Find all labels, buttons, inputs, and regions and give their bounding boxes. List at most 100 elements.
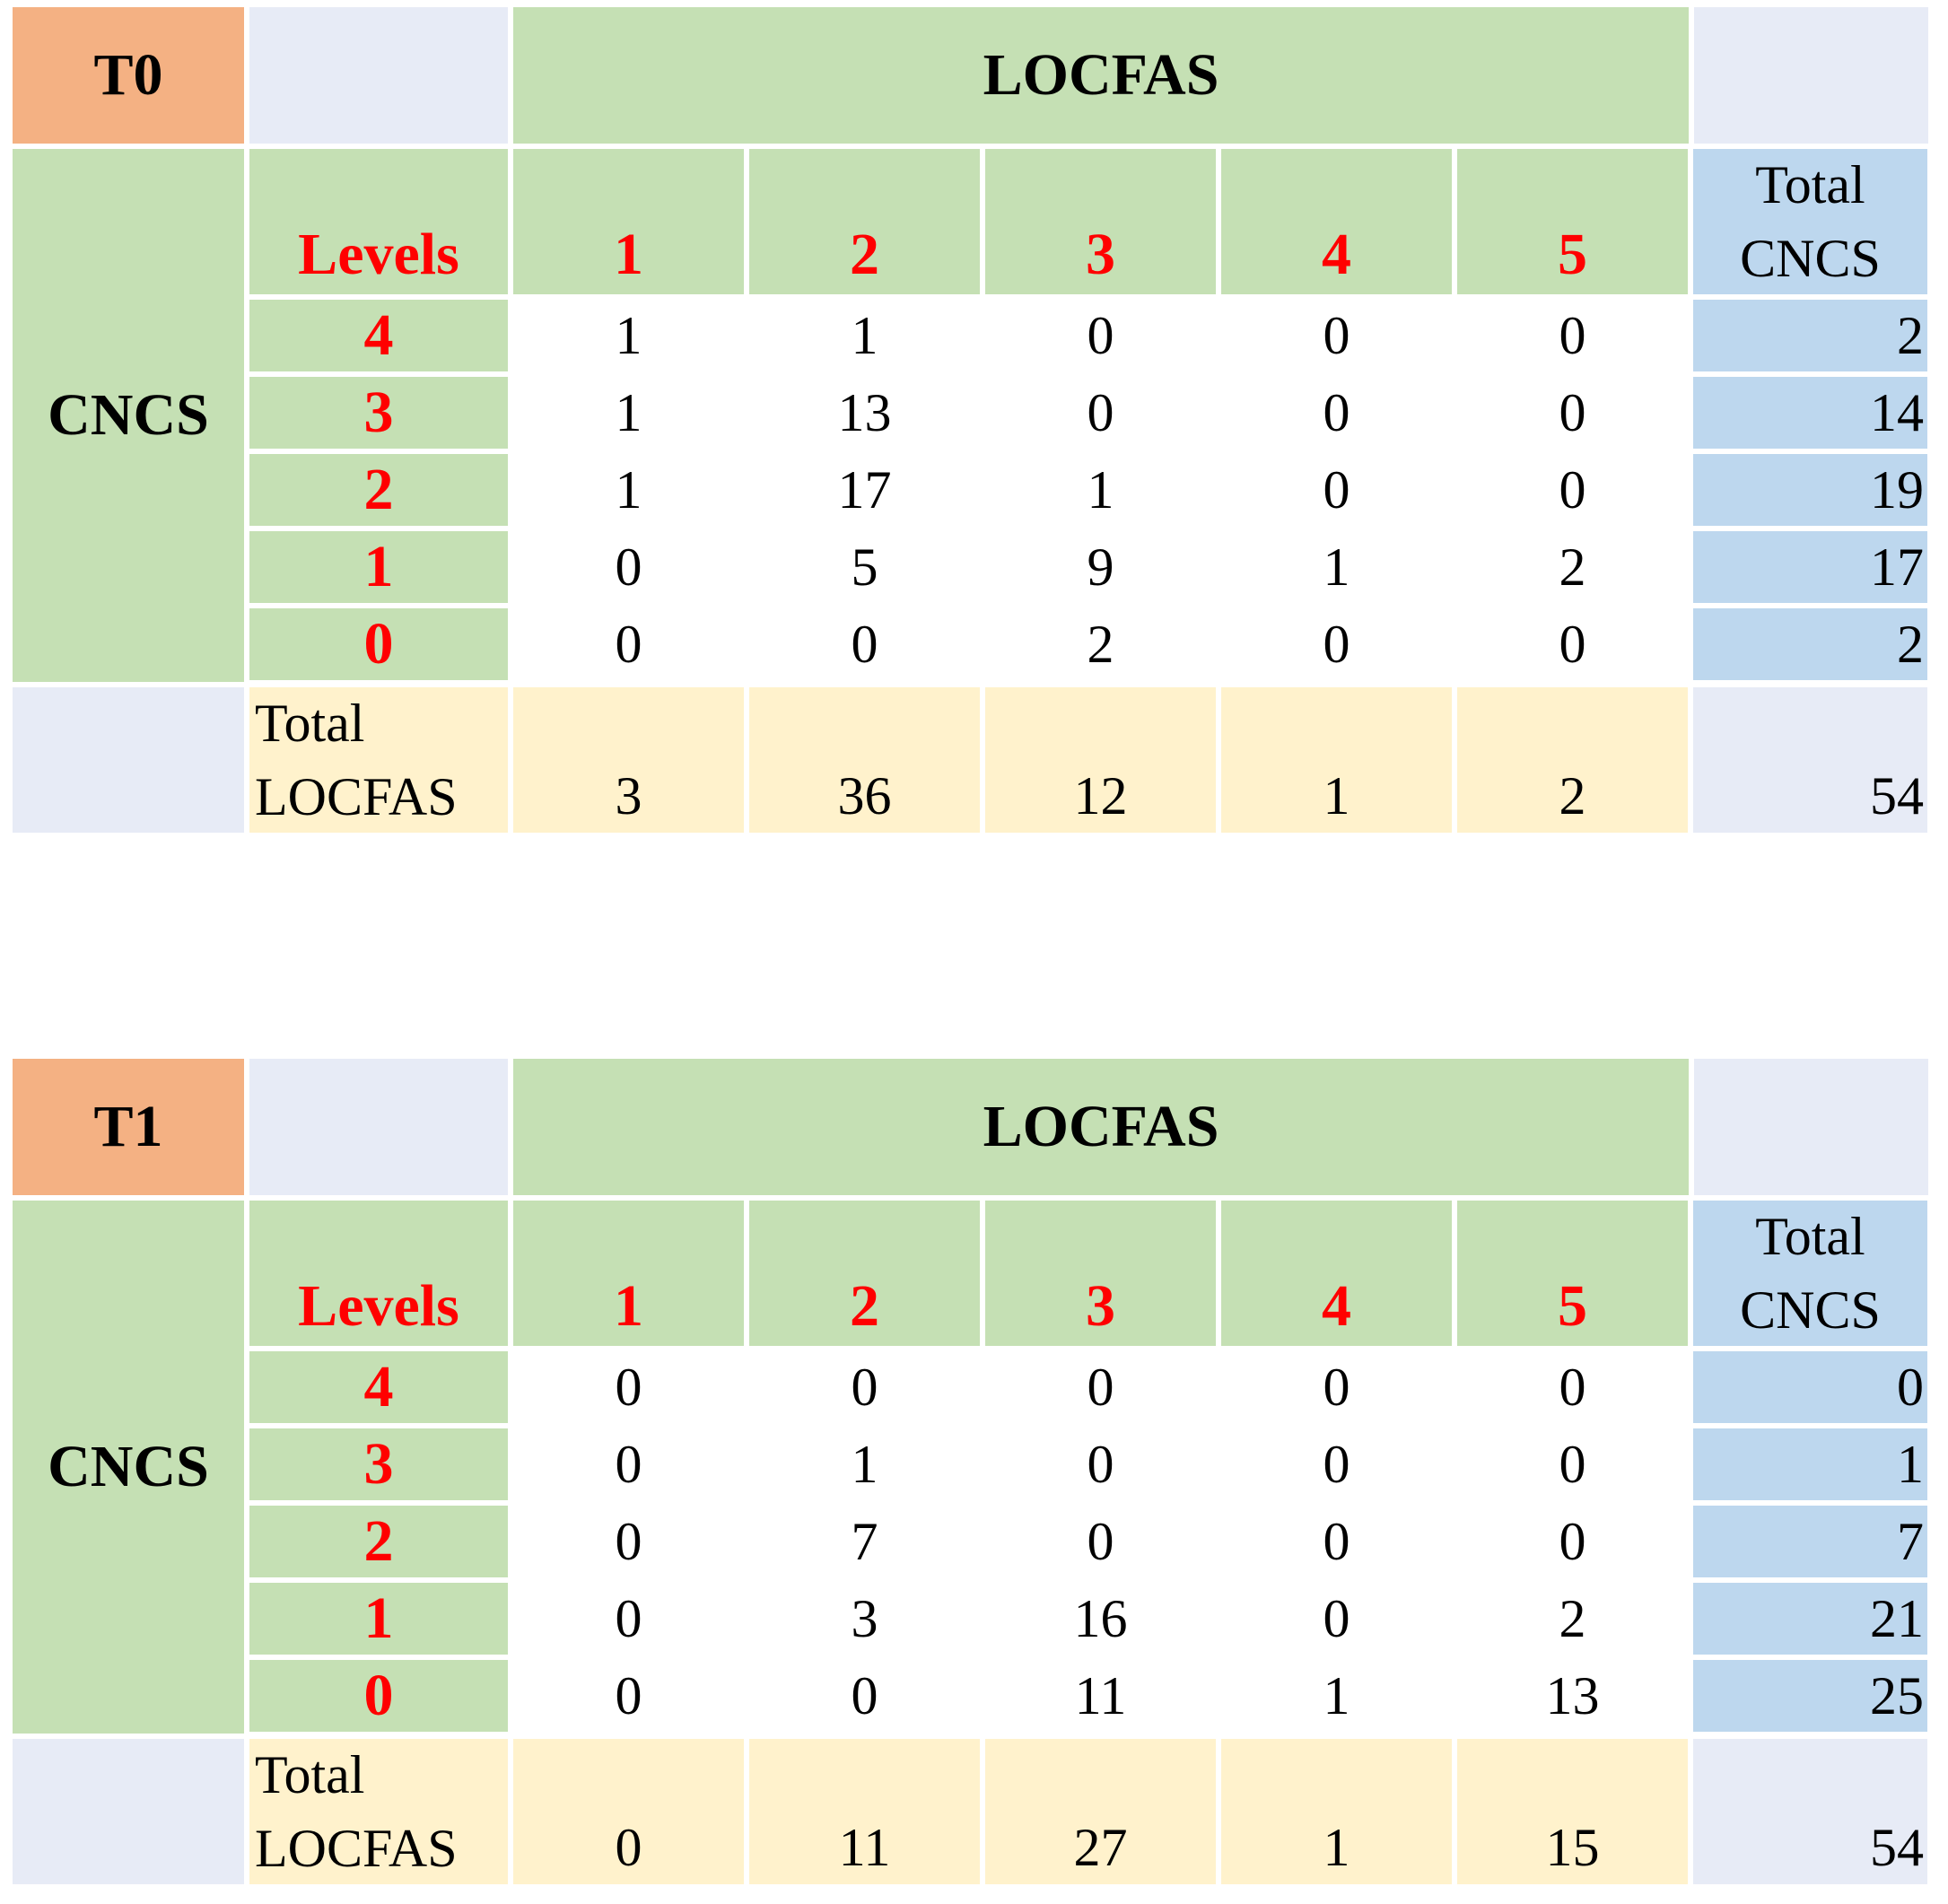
table-row: 3 0 1 0 0 0 1 — [249, 1428, 1927, 1500]
time-label: T1 — [13, 1059, 244, 1195]
total-cncs-header: Total CNCS — [1693, 1201, 1927, 1346]
table-cell: 0 — [513, 1351, 744, 1423]
total-cncs-label-line: Total — [1755, 155, 1865, 214]
table-cell: 0 — [1457, 1506, 1688, 1577]
table-cell: 1 — [749, 1428, 980, 1500]
cncs-level: 1 — [249, 1583, 508, 1655]
table-row: 4 1 1 0 0 0 2 — [249, 300, 1927, 371]
cncs-level: 0 — [249, 1660, 508, 1732]
blank-header-cell — [1694, 1059, 1928, 1195]
levels-label: Levels — [249, 149, 508, 294]
total-locfas-label-line: Total — [255, 1745, 365, 1804]
levels-row: Levels 1 2 3 4 5 Total CNCS — [249, 149, 1927, 294]
levels-label: Levels — [249, 1201, 508, 1346]
table-row: 3 1 13 0 0 0 14 — [249, 377, 1927, 449]
table-body: CNCS Levels 1 2 3 4 5 Total CNCS 4 1 — [13, 149, 1936, 682]
table-cell: 2 — [1457, 531, 1688, 603]
table-cell: 0 — [1221, 1506, 1452, 1577]
table-cell: 0 — [1221, 608, 1452, 680]
blank-total-cell — [13, 687, 244, 833]
table-row: 0 0 0 2 0 0 2 — [249, 608, 1927, 680]
table-cell: 17 — [749, 454, 980, 526]
crosstab-table: T1 LOCFAS CNCS Levels 1 2 3 4 5 Total CN… — [13, 1059, 1936, 1884]
cncs-row-group-label: CNCS — [13, 1201, 244, 1734]
total-locfas-label-line: Total — [255, 694, 365, 753]
table-cell: 13 — [1457, 1660, 1688, 1732]
locfas-level-header: 5 — [1457, 149, 1688, 294]
table-cell: 0 — [985, 1351, 1216, 1423]
table-cell: 0 — [513, 608, 744, 680]
table-cell: 5 — [749, 531, 980, 603]
locfas-level-header: 3 — [985, 1201, 1216, 1346]
table-cell: 7 — [749, 1506, 980, 1577]
table-cell: 1 — [513, 300, 744, 371]
locfas-level-header: 3 — [985, 149, 1216, 294]
cncs-level: 2 — [249, 1506, 508, 1577]
column-total: 27 — [985, 1739, 1216, 1884]
column-total: 1 — [1221, 1739, 1452, 1884]
total-locfas-label-line: LOCFAS — [255, 1819, 458, 1878]
table-cell: 0 — [1221, 377, 1452, 449]
blank-header-cell — [1694, 7, 1928, 144]
table-grid: Levels 1 2 3 4 5 Total CNCS 4 0 0 0 0 0 … — [249, 1201, 1927, 1734]
table-header-row: T1 LOCFAS — [13, 1059, 1936, 1195]
blank-total-cell — [13, 1739, 244, 1884]
table-row: 1 0 5 9 1 2 17 — [249, 531, 1927, 603]
cncs-level: 4 — [249, 300, 508, 371]
cncs-row-group-label: CNCS — [13, 149, 244, 682]
table-row: 1 0 3 16 0 2 21 — [249, 1583, 1927, 1655]
cncs-level: 3 — [249, 377, 508, 449]
total-cncs-label-line: Total — [1755, 1207, 1865, 1266]
table-cell: 0 — [513, 1428, 744, 1500]
table-cell: 9 — [985, 531, 1216, 603]
crosstab-table: T0 LOCFAS CNCS Levels 1 2 3 4 5 Total CN… — [13, 7, 1936, 833]
row-total: 25 — [1693, 1660, 1927, 1732]
table-cell: 0 — [985, 1428, 1216, 1500]
table-cell: 0 — [985, 377, 1216, 449]
column-total: 3 — [513, 687, 744, 833]
total-locfas-row: Total LOCFAS 0 11 27 1 15 54 — [13, 1739, 1936, 1884]
table-cell: 0 — [1457, 608, 1688, 680]
locfas-level-header: 4 — [1221, 1201, 1452, 1346]
table-row: 4 0 0 0 0 0 0 — [249, 1351, 1927, 1423]
table-cell: 0 — [1457, 454, 1688, 526]
table-cell: 0 — [513, 531, 744, 603]
locfas-header: LOCFAS — [513, 1059, 1689, 1195]
levels-row: Levels 1 2 3 4 5 Total CNCS — [249, 1201, 1927, 1346]
data-rows: 4 1 1 0 0 0 2 3 1 13 0 0 0 14 2 1 17 1 0… — [249, 300, 1927, 680]
locfas-level-header: 2 — [749, 149, 980, 294]
table-cell: 0 — [1457, 1351, 1688, 1423]
row-total: 7 — [1693, 1506, 1927, 1577]
table-cell: 0 — [1221, 454, 1452, 526]
total-locfas-row: Total LOCFAS 3 36 12 1 2 54 — [13, 687, 1936, 833]
locfas-header: LOCFAS — [513, 7, 1689, 144]
total-locfas-label: Total LOCFAS — [249, 687, 508, 833]
cncs-level: 1 — [249, 531, 508, 603]
row-total: 0 — [1693, 1351, 1927, 1423]
row-total: 19 — [1693, 454, 1927, 526]
cncs-level: 2 — [249, 454, 508, 526]
table-row: 2 0 7 0 0 0 7 — [249, 1506, 1927, 1577]
grand-total: 54 — [1693, 1739, 1927, 1884]
table-cell: 1 — [1221, 531, 1452, 603]
column-total: 12 — [985, 687, 1216, 833]
row-total: 1 — [1693, 1428, 1927, 1500]
blank-header-cell — [249, 1059, 508, 1195]
locfas-level-header: 4 — [1221, 149, 1452, 294]
grand-total: 54 — [1693, 687, 1927, 833]
total-cncs-label-line: CNCS — [1740, 1280, 1881, 1340]
column-total: 0 — [513, 1739, 744, 1884]
locfas-level-header: 1 — [513, 149, 744, 294]
row-total: 14 — [1693, 377, 1927, 449]
table-row: 2 1 17 1 0 0 19 — [249, 454, 1927, 526]
table-cell: 0 — [985, 1506, 1216, 1577]
table-cell: 2 — [1457, 1583, 1688, 1655]
table-cell: 0 — [1457, 300, 1688, 371]
table-header-row: T0 LOCFAS — [13, 7, 1936, 144]
table-body: CNCS Levels 1 2 3 4 5 Total CNCS 4 0 — [13, 1201, 1936, 1734]
table-cell: 1 — [513, 454, 744, 526]
table-cell: 0 — [1221, 300, 1452, 371]
table-cell: 1 — [1221, 1660, 1452, 1732]
table-cell: 1 — [513, 377, 744, 449]
table-cell: 0 — [1221, 1583, 1452, 1655]
